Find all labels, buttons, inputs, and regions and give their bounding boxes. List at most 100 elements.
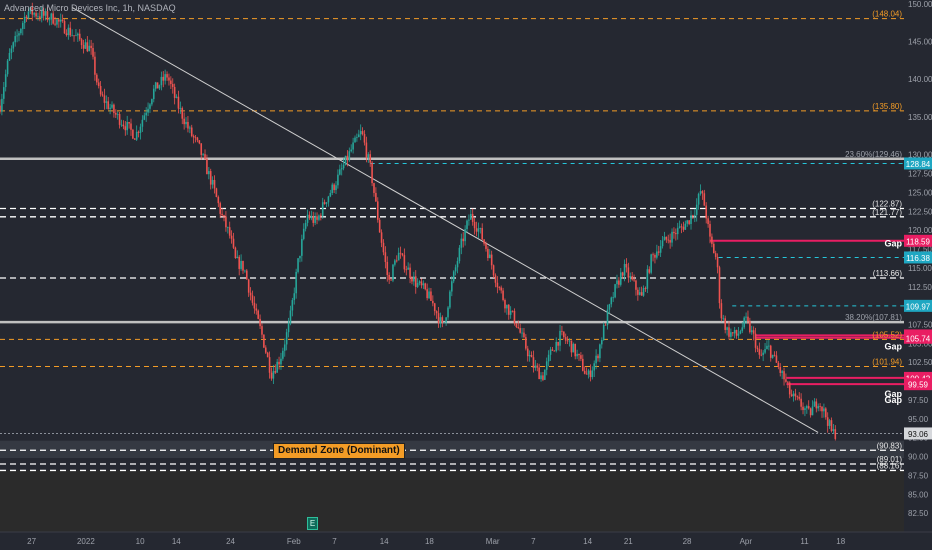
- candle-77: [145, 112, 147, 116]
- candle-21: [39, 16, 41, 19]
- candle-63: [118, 114, 121, 125]
- candle-168: [318, 215, 320, 220]
- candle-19: [35, 13, 37, 17]
- candle-69: [130, 123, 132, 130]
- candle-70: [132, 129, 134, 139]
- candle-206: [390, 279, 392, 281]
- candle-97: [183, 118, 185, 125]
- candle-334: [633, 279, 635, 281]
- candle-439: [832, 429, 835, 431]
- candle-98: [185, 121, 187, 125]
- candle-81: [152, 88, 155, 100]
- candle-300: [568, 340, 571, 342]
- candle-410: [777, 362, 780, 368]
- y-tick-20: 90.00: [908, 453, 929, 462]
- candle-302: [572, 343, 575, 353]
- gap-label-1: Gap: [884, 341, 902, 351]
- level-label-5: (121.77): [872, 208, 902, 217]
- candle-3: [4, 74, 7, 88]
- candle-222: [420, 281, 423, 286]
- candle-213: [403, 255, 406, 270]
- level-label-10: 38.20%(107.81): [845, 313, 902, 322]
- candle-142: [268, 357, 271, 373]
- candle-29: [54, 23, 56, 25]
- candle-408: [773, 354, 776, 356]
- candle-96: [181, 108, 184, 119]
- candle-127: [240, 260, 242, 269]
- candle-264: [500, 287, 502, 291]
- candle-297: [563, 331, 565, 338]
- candle-402: [762, 352, 764, 355]
- candle-274: [519, 328, 521, 333]
- candle-49: [92, 48, 94, 57]
- candle-75: [141, 119, 144, 127]
- candle-431: [817, 406, 820, 409]
- candle-251: [475, 228, 478, 232]
- candle-405: [768, 345, 770, 347]
- x-tick-1: 2022: [77, 537, 95, 546]
- candle-326: [618, 280, 620, 285]
- candle-350: [663, 236, 666, 241]
- candle-36: [67, 27, 70, 36]
- candle-284: [538, 367, 540, 380]
- candle-384: [728, 327, 730, 337]
- axis-badge-6: 118.59: [906, 237, 930, 246]
- candle-93: [175, 96, 178, 98]
- y-tick-6: 125.00: [908, 188, 932, 197]
- candle-242: [458, 247, 461, 262]
- candle-301: [570, 340, 573, 353]
- candle-10: [18, 33, 20, 36]
- candle-113: [213, 179, 216, 189]
- candle-321: [608, 304, 611, 310]
- earnings-event-icon[interactable]: E: [307, 517, 318, 530]
- candle-303: [574, 343, 577, 357]
- candle-433: [821, 406, 823, 412]
- candle-124: [234, 247, 237, 258]
- candle-79: [149, 104, 151, 109]
- candle-324: [614, 284, 616, 298]
- gap-label-3: Gap: [884, 395, 902, 405]
- candle-61: [115, 113, 117, 115]
- candle-122: [230, 235, 233, 239]
- axis-badge-bg-6: [904, 234, 932, 247]
- candle-9: [16, 35, 18, 37]
- candle-296: [561, 330, 563, 332]
- level-label-18: (90.83): [877, 441, 903, 450]
- candle-112: [211, 179, 214, 185]
- candle-38: [71, 35, 73, 37]
- chart-title: Advanced Micro Devices Inc, 1h, NASDAQ: [4, 3, 176, 13]
- candle-316: [599, 344, 601, 359]
- level-label-4: (122.87): [872, 199, 902, 208]
- candle-0: [0, 105, 1, 112]
- candle-250: [473, 221, 476, 229]
- candle-5: [8, 52, 11, 61]
- candle-33: [61, 19, 64, 21]
- candle-428: [811, 406, 814, 416]
- candle-407: [771, 354, 774, 358]
- candle-47: [88, 45, 91, 52]
- candle-390: [739, 331, 742, 334]
- candle-420: [796, 396, 799, 398]
- candle-177: [335, 185, 337, 191]
- candle-260: [492, 265, 495, 276]
- candle-185: [350, 149, 353, 152]
- candle-319: [604, 324, 607, 326]
- candle-212: [401, 253, 404, 256]
- price-axis-bg: [904, 0, 932, 550]
- candle-398: [754, 333, 757, 348]
- y-tick-22: 85.00: [908, 490, 929, 499]
- candle-25: [46, 11, 49, 20]
- candle-150: [283, 344, 286, 351]
- candle-272: [515, 323, 518, 328]
- candle-103: [194, 137, 197, 139]
- candle-76: [143, 115, 146, 120]
- candle-362: [686, 220, 689, 224]
- candle-333: [631, 276, 633, 280]
- candle-42: [78, 33, 81, 40]
- candle-217: [411, 277, 413, 282]
- candle-400: [758, 349, 761, 355]
- candle-422: [800, 398, 802, 407]
- candle-123: [232, 238, 235, 248]
